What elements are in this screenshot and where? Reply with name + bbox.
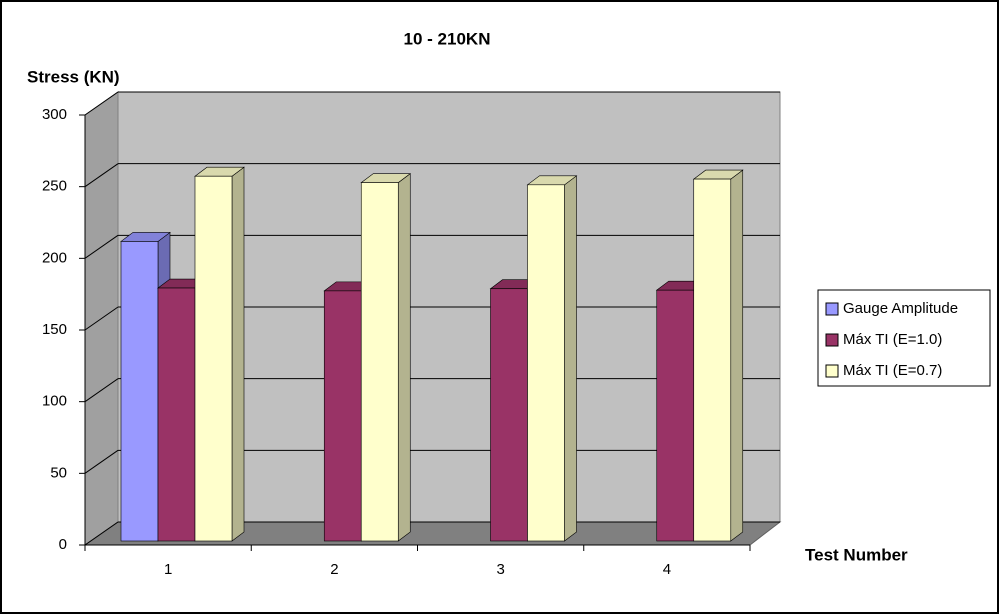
y-tick-label: 300 — [42, 106, 67, 123]
legend-label: Máx TI (E=0.7) — [843, 362, 942, 379]
bar — [194, 175, 233, 542]
bar — [527, 184, 565, 542]
y-tick-label: 100 — [42, 393, 67, 410]
legend-swatch — [825, 302, 839, 316]
y-tick-label: 150 — [42, 321, 67, 338]
x-tick-label: 1 — [164, 561, 172, 578]
legend-label: Gauge Amplitude — [843, 300, 958, 317]
bar — [693, 178, 732, 542]
x-tick-label: 3 — [496, 561, 504, 578]
y-tick-label: 250 — [42, 178, 67, 195]
y-tick-label: 50 — [50, 464, 67, 481]
y-axis-title: Stress (KN) — [27, 67, 120, 86]
bar — [323, 290, 362, 542]
grid-line — [84, 163, 119, 188]
grid-line — [84, 449, 119, 474]
legend-swatch — [825, 333, 839, 347]
y-tick-label: 0 — [59, 536, 67, 553]
legend-label: Máx TI (E=1.0) — [843, 331, 942, 348]
bar-side — [564, 175, 577, 542]
bar — [157, 287, 196, 542]
bar — [490, 288, 528, 542]
bar-side — [397, 173, 411, 542]
legend — [817, 289, 991, 387]
bar-side — [231, 166, 245, 542]
chart-title: 10 - 210KN — [404, 29, 491, 48]
x-tick-label: 4 — [663, 561, 671, 578]
x-tick-label: 2 — [330, 561, 338, 578]
grid-line — [84, 234, 119, 259]
grid-line — [84, 306, 119, 331]
bar — [360, 182, 399, 542]
legend-swatch — [825, 364, 839, 378]
grid-line — [84, 378, 119, 403]
bar — [120, 241, 159, 542]
bar — [656, 289, 695, 542]
grid-line — [84, 91, 119, 116]
x-axis-title: Test Number — [805, 545, 908, 564]
y-tick-label: 200 — [42, 249, 67, 266]
bar-side — [730, 169, 744, 542]
grid-line — [84, 521, 119, 546]
